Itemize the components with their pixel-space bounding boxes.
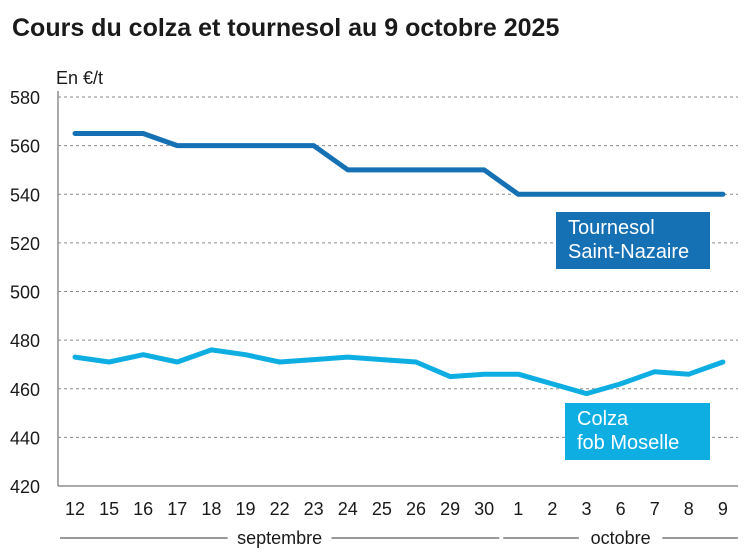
month-label-septembre: septembre — [237, 528, 322, 548]
x-tick-label-3: 17 — [167, 499, 187, 519]
y-tick-label-560: 560 — [10, 137, 40, 157]
series-label-tournesol: Tournesol Saint-Nazaire — [556, 212, 710, 269]
x-tick-label-10: 26 — [406, 499, 426, 519]
y-tick-label-520: 520 — [10, 234, 40, 254]
y-axis-ticks: 420 440 460 480 500 520 540 560 580 — [10, 88, 40, 497]
month-label-octobre: octobre — [591, 528, 651, 548]
x-tick-label-19: 9 — [718, 499, 728, 519]
series-lines — [72, 131, 726, 397]
x-tick-label-0: 12 — [65, 499, 85, 519]
y-tick-label-580: 580 — [10, 88, 40, 108]
x-tick-label-7: 23 — [304, 499, 324, 519]
y-axis-unit-label: En €/t — [56, 68, 104, 88]
x-tick-label-4: 18 — [201, 499, 221, 519]
month-labels: septembre octobre — [60, 528, 738, 548]
y-tick-label-540: 540 — [10, 185, 40, 205]
x-tick-label-14: 2 — [547, 499, 557, 519]
y-tick-label-480: 480 — [10, 331, 40, 351]
x-tick-label-6: 22 — [270, 499, 290, 519]
x-tick-label-16: 6 — [616, 499, 626, 519]
series-label-tournesol-line-2: Saint-Nazaire — [568, 241, 690, 263]
x-tick-label-2: 16 — [133, 499, 153, 519]
series-label-colza: Colza fob Moselle — [565, 403, 710, 460]
series-line-0 — [72, 131, 726, 197]
y-tick-label-440: 440 — [10, 428, 40, 448]
series-line-1 — [72, 347, 726, 397]
x-tick-label-12: 30 — [474, 499, 494, 519]
series-label-tournesol-line-1: Tournesol — [568, 217, 655, 239]
x-tick-label-5: 19 — [235, 499, 255, 519]
series-label-colza-line-1: Colza — [577, 408, 629, 430]
x-tick-label-11: 29 — [440, 499, 460, 519]
x-tick-label-9: 25 — [372, 499, 392, 519]
x-tick-label-13: 1 — [513, 499, 523, 519]
series-label-colza-line-2: fob Moselle — [577, 432, 680, 454]
x-tick-label-18: 8 — [684, 499, 694, 519]
chart-title: Cours du colza et tournesol au 9 octobre… — [12, 14, 560, 42]
y-tick-label-500: 500 — [10, 283, 40, 303]
x-tick-label-15: 3 — [581, 499, 591, 519]
y-tick-label-420: 420 — [10, 477, 40, 497]
x-axis-ticks: 12 15 16 17 18 19 22 23 24 25 26 29 30 1 2 3 6 7 8 9 — [65, 499, 728, 519]
x-tick-label-1: 15 — [99, 499, 119, 519]
x-tick-label-8: 24 — [338, 499, 358, 519]
y-tick-label-460: 460 — [10, 380, 40, 400]
x-tick-label-17: 7 — [650, 499, 660, 519]
